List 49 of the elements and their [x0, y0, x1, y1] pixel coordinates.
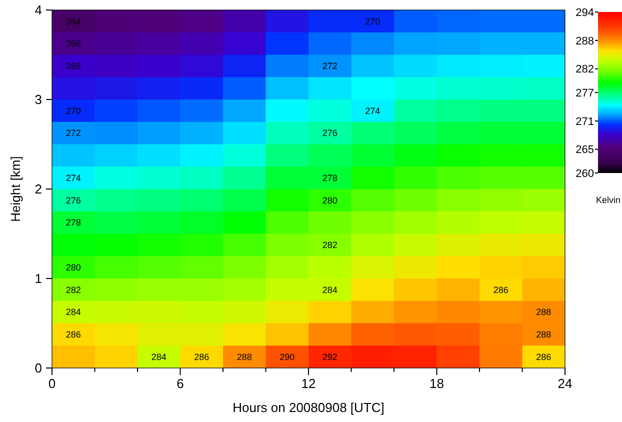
- data-label: 264: [66, 16, 81, 26]
- y-axis-title: Height [km]: [8, 156, 23, 222]
- x-tick-label: 24: [558, 376, 572, 391]
- y-tick-label: 2: [34, 182, 42, 197]
- color-bar-label: 260: [576, 168, 594, 180]
- x-tick-label: 6: [176, 376, 184, 391]
- color-bar-label: 288: [576, 35, 594, 48]
- data-label: 286: [66, 330, 81, 340]
- data-label: 288: [536, 330, 552, 340]
- data-label: 288: [236, 352, 252, 362]
- color-bar-title: Kelvin: [596, 195, 621, 205]
- data-label: 282: [66, 284, 81, 295]
- data-label: 286: [194, 352, 210, 362]
- data-label: 280: [66, 262, 81, 272]
- data-label: 276: [66, 195, 81, 206]
- y-tick-label: 4: [34, 2, 42, 18]
- x-tick-label: 0: [48, 376, 56, 391]
- y-tick-label: 3: [34, 92, 42, 108]
- data-label: 288: [536, 307, 552, 318]
- color-bar-label: 271: [576, 116, 594, 128]
- data-label: 282: [322, 240, 338, 250]
- x-tick-label: 12: [301, 376, 316, 391]
- data-label: 278: [322, 172, 338, 183]
- y-tick-label: 0: [34, 360, 42, 376]
- data-label: 268: [66, 61, 81, 72]
- data-label: 278: [66, 218, 81, 228]
- data-label: 280: [322, 195, 338, 206]
- data-label: 270: [66, 106, 81, 116]
- data-label: 270: [365, 16, 380, 26]
- color-bar-label: 277: [576, 87, 594, 100]
- x-axis-title: Hours on 20080908 [UTC]: [232, 400, 384, 415]
- color-bar-label: 282: [576, 64, 594, 76]
- data-label: 292: [322, 352, 338, 362]
- data-label: 272: [66, 128, 81, 138]
- data-label: 274: [66, 172, 81, 183]
- y-tick-label: 1: [34, 271, 42, 286]
- data-label: 286: [493, 284, 508, 295]
- data-label: 276: [322, 128, 338, 138]
- data-label: 266: [66, 38, 81, 49]
- color-bar-label: 265: [576, 144, 594, 156]
- color-bar-label: 294: [576, 6, 594, 19]
- data-label: 284: [322, 284, 338, 295]
- data-label: 286: [536, 352, 552, 362]
- data-label: 290: [280, 352, 295, 362]
- data-label: 272: [322, 61, 338, 72]
- data-label: 274: [365, 106, 380, 116]
- data-label: 284: [151, 352, 166, 362]
- x-tick-label: 18: [430, 376, 444, 391]
- data-label: 284: [66, 307, 81, 318]
